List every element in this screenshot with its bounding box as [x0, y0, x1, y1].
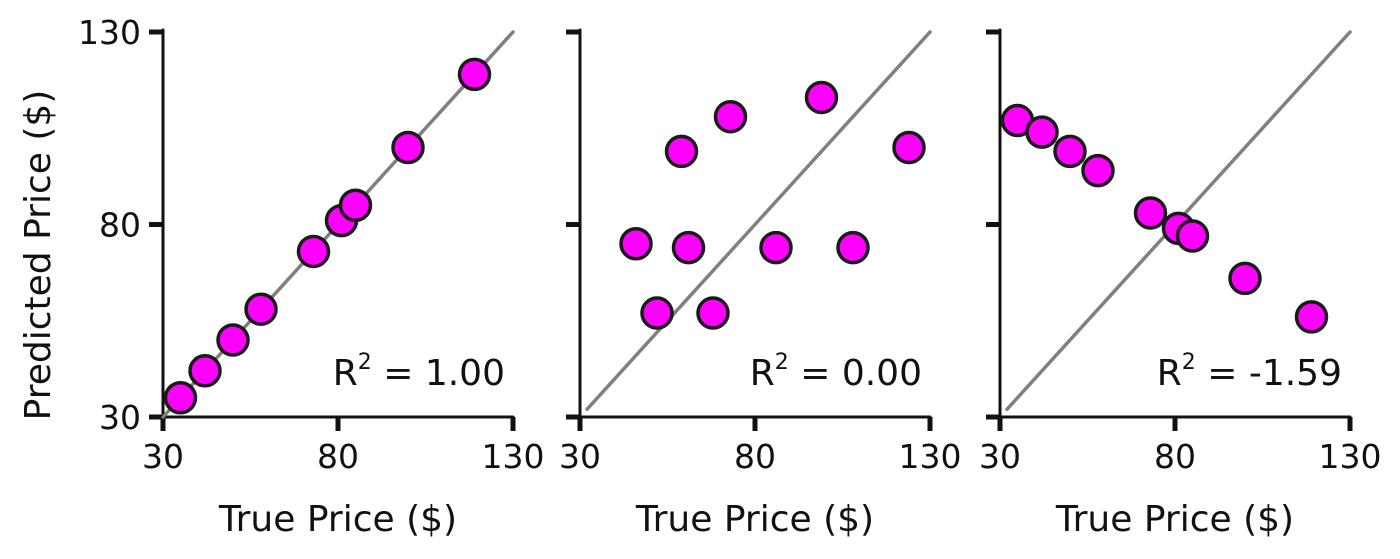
x-tick-label: 80	[734, 437, 776, 476]
data-point	[1025, 115, 1059, 149]
x-tick-label: 80	[1154, 437, 1196, 476]
data-point	[391, 130, 425, 165]
annotation-base: R	[1157, 353, 1182, 394]
chart-panel-2: 30 80 130 True Price ($) R2 = 0.00	[559, 28, 962, 540]
y-tick-label: 130	[78, 13, 141, 52]
data-point	[1133, 196, 1168, 230]
annotation-base: R	[750, 353, 775, 394]
x-tick-label: 130	[482, 437, 545, 476]
data-point	[713, 99, 748, 134]
data-point	[188, 354, 222, 388]
x-axis-label: True Price ($)	[635, 499, 874, 540]
annotation-value: = -1.59	[1196, 353, 1342, 394]
data-point	[759, 230, 793, 265]
annotation-value: = 0.00	[789, 353, 922, 394]
annotation-superscript: 2	[1182, 350, 1196, 375]
data-point	[671, 230, 706, 265]
r-squared-annotation: R2 = -1.59	[1157, 350, 1342, 394]
data-point	[338, 188, 373, 222]
data-point	[696, 296, 730, 330]
annotation-value: = 1.00	[372, 353, 505, 394]
data-point	[163, 381, 198, 415]
x-tick-label: 80	[317, 437, 359, 476]
y-tick-label: 30	[99, 398, 141, 437]
x-tick-label: 130	[1319, 437, 1382, 476]
x-axis-label: True Price ($)	[218, 499, 457, 540]
data-point	[619, 227, 653, 261]
data-point	[892, 130, 926, 165]
y-axis-label: Predicted Price ($)	[18, 90, 59, 421]
x-tick-label: 30	[979, 437, 1021, 476]
data-point	[640, 296, 674, 330]
data-point	[1175, 219, 1210, 253]
y-tick-label: 80	[99, 206, 141, 245]
data-point	[1053, 134, 1087, 169]
chart-panel-1: 30 80 130 30 80 130 True Price ($) R2 = 1.00	[78, 13, 545, 540]
data-point	[244, 292, 278, 326]
data-point	[216, 323, 250, 357]
x-tick-label: 30	[142, 437, 184, 476]
data-point	[457, 57, 492, 92]
data-point	[1294, 300, 1329, 334]
data-point	[664, 134, 699, 169]
x-axis-label: True Price ($)	[1055, 499, 1294, 540]
r-squared-annotation: R2 = 1.00	[333, 350, 505, 394]
data-point	[836, 230, 870, 265]
data-point	[1081, 153, 1115, 188]
data-point	[296, 234, 331, 269]
data-point	[804, 80, 839, 115]
reference-line	[585, 30, 932, 412]
data-point	[1228, 261, 1262, 296]
r-squared-annotation: R2 = 0.00	[750, 350, 922, 394]
annotation-base: R	[333, 353, 358, 394]
annotation-superscript: 2	[358, 350, 372, 375]
chart-panel-3: 30 80 130 True Price ($) R2 = -1.59	[979, 28, 1382, 540]
x-tick-label: 130	[899, 437, 962, 476]
annotation-superscript: 2	[775, 350, 789, 375]
x-tick-label: 30	[559, 437, 601, 476]
